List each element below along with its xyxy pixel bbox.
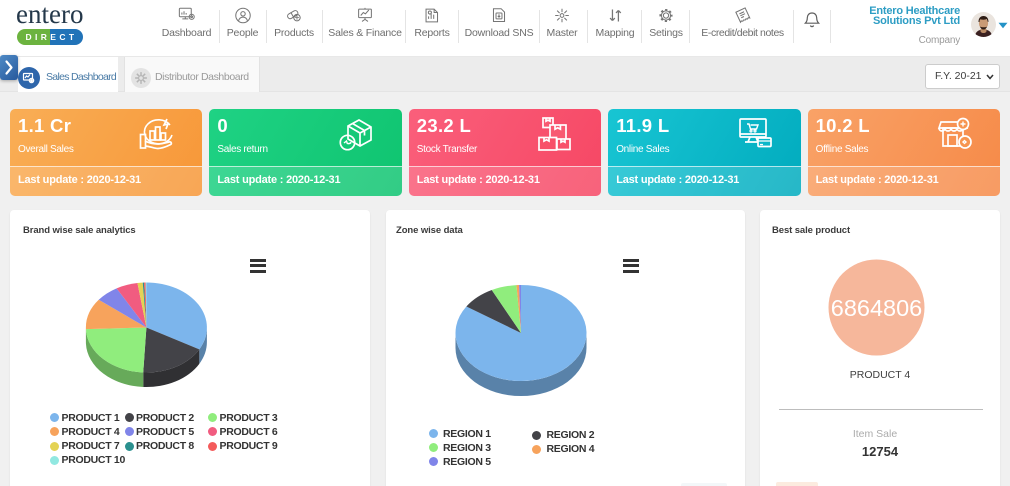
svg-text:6864806: 6864806 (831, 295, 923, 321)
